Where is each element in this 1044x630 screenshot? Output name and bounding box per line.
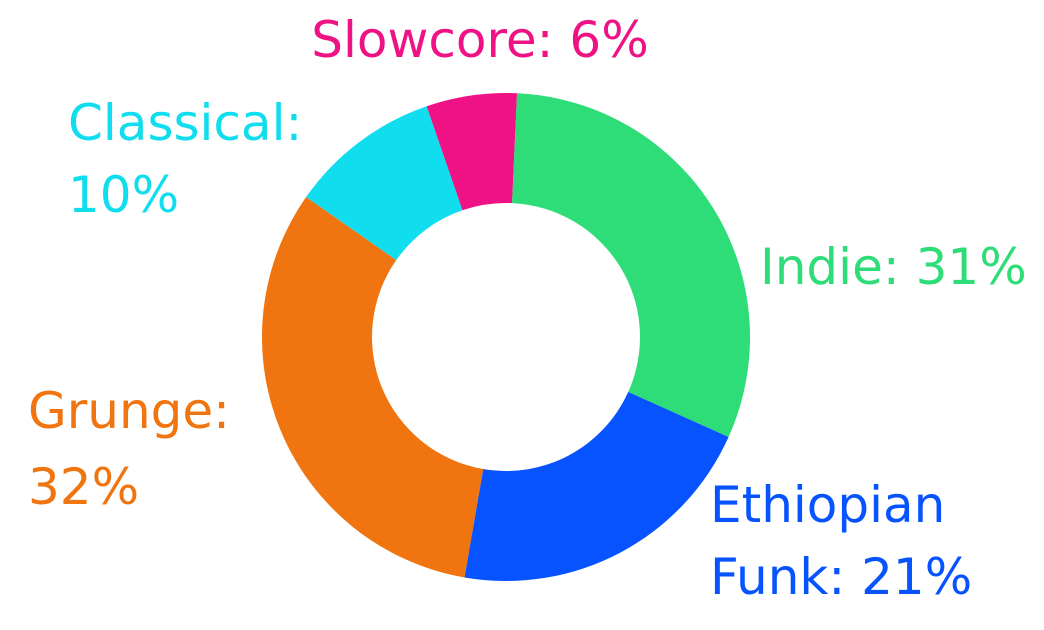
label-classical-line1: Classical: — [68, 94, 302, 152]
slice-classical — [306, 106, 463, 261]
label-slowcore: Slowcore: 6% — [311, 11, 648, 69]
slice-ethiopian-funk — [464, 391, 729, 581]
label-ethiopian-funk-line1: Ethiopian — [710, 476, 945, 534]
donut-slices — [262, 93, 750, 581]
slice-grunge — [262, 197, 484, 578]
label-ethiopian-funk-line2: Funk: 21% — [710, 548, 972, 606]
label-grunge-line1: Grunge: — [28, 382, 230, 440]
slice-indie — [512, 93, 750, 438]
slice-slowcore — [426, 93, 518, 211]
label-grunge-line2: 32% — [28, 458, 139, 516]
label-indie: Indie: 31% — [760, 238, 1027, 296]
label-classical-line2: 10% — [68, 166, 179, 224]
